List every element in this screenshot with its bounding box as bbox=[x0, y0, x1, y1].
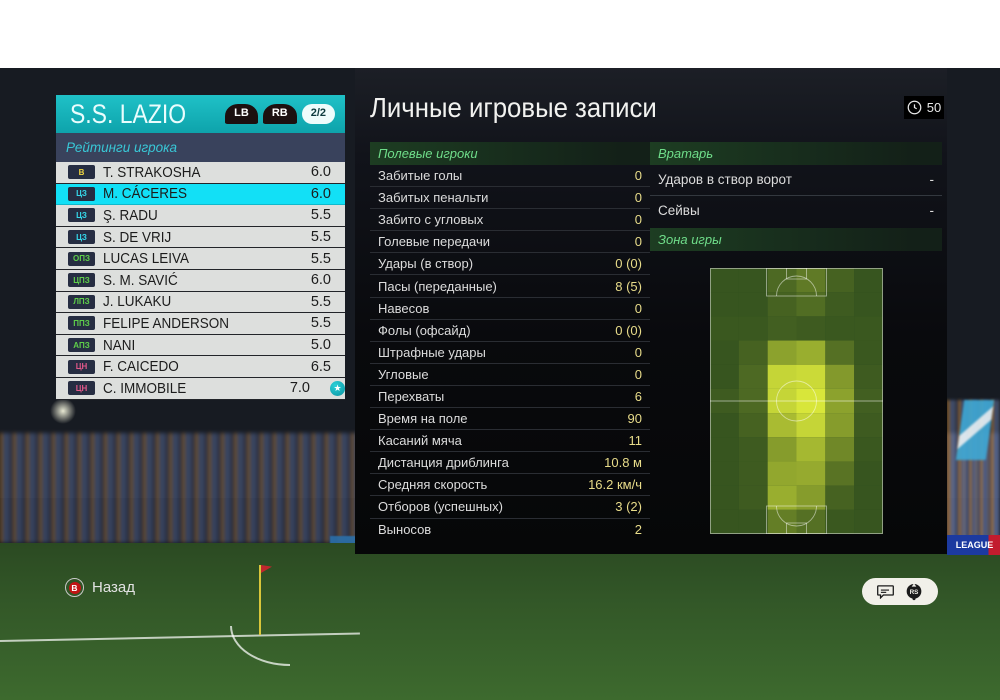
svg-text:RS: RS bbox=[909, 589, 918, 596]
